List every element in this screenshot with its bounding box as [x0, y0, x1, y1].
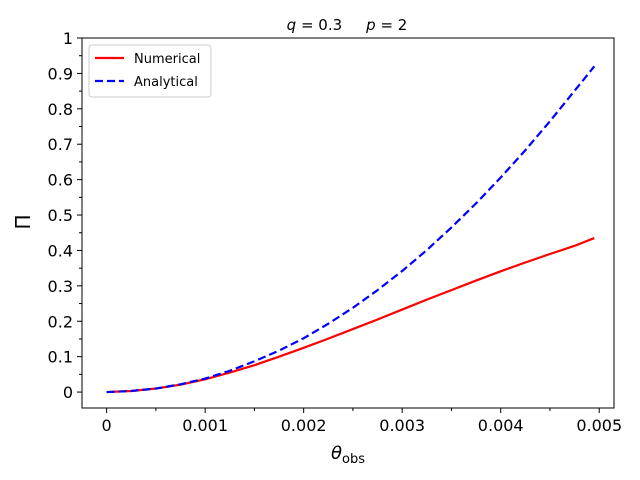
x-tick-label: 0.004 — [478, 416, 524, 435]
title-q-symbol: q — [287, 16, 297, 34]
x-tick-label: 0.005 — [576, 416, 622, 435]
y-tick-label: 0.2 — [48, 312, 73, 331]
legend-label-analytical: Analytical — [134, 75, 198, 90]
y-tick-label: 0.8 — [48, 100, 73, 119]
y-tick-label: 0.3 — [48, 277, 73, 296]
y-tick-label: 0.6 — [48, 171, 73, 190]
x-tick-label: 0.002 — [281, 416, 327, 435]
legend: Numerical Analytical — [88, 44, 212, 98]
x-tick-label: 0.003 — [379, 416, 425, 435]
y-axis-label: Π — [11, 214, 35, 229]
y-tick-label: 0.1 — [48, 348, 73, 367]
plot-content — [106, 65, 596, 394]
title-q-value: = 0.3 — [296, 16, 342, 34]
x-tick-label: 0 — [102, 416, 112, 435]
y-tick-label: 0.7 — [48, 135, 73, 154]
series-line-analytical — [106, 65, 596, 394]
x-axis-label-symbol: θ — [331, 443, 342, 464]
y-tick-label: 0.9 — [48, 64, 73, 83]
chart-title: q = 0.3 p = 2 — [287, 16, 408, 34]
series-line-numerical — [106, 237, 595, 394]
x-axis-label: θobs — [331, 443, 365, 467]
y-tick-label: 0.4 — [48, 241, 73, 260]
axis-ticks: 0 0.001 0.002 0.003 0.004 0.005 0 0.1 0.2 0.3 0.4 0… — [48, 29, 623, 435]
title-p-symbol: p — [365, 16, 376, 34]
x-tick-label: 0.001 — [182, 416, 228, 435]
title-p-value: = 2 — [376, 16, 408, 34]
y-tick-label: 0 — [63, 383, 73, 402]
y-tick-label: 0.5 — [48, 206, 73, 225]
x-axis-label-subscript: obs — [342, 452, 365, 467]
legend-label-numerical: Numerical — [134, 52, 200, 67]
plot-frame — [81, 37, 615, 409]
y-tick-label: 1 — [63, 29, 73, 48]
